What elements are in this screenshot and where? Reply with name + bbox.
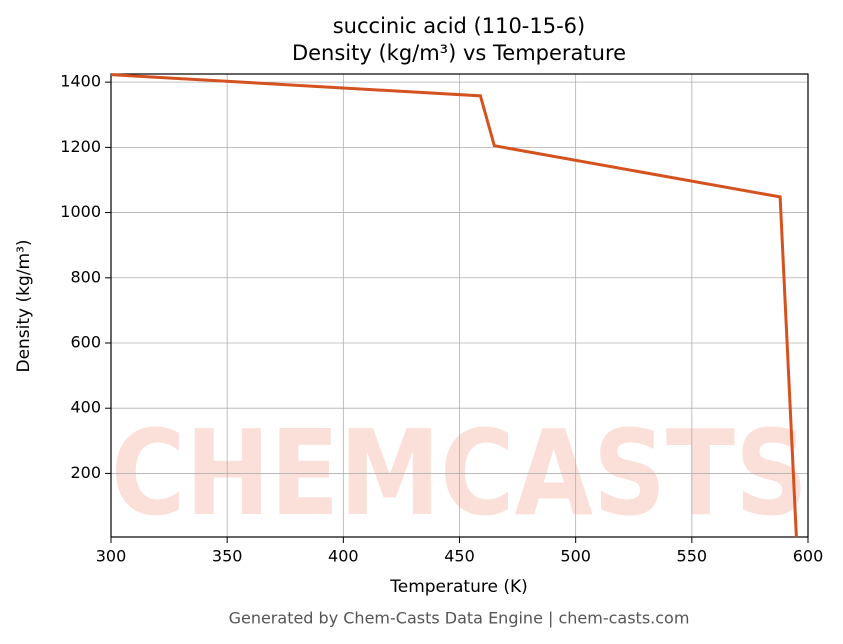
chart-title: succinic acid (110-15-6) bbox=[333, 14, 586, 38]
y-tick-label: 1000 bbox=[60, 202, 101, 221]
y-tick-label: 1400 bbox=[60, 72, 101, 91]
y-tick-label: 1200 bbox=[60, 137, 101, 156]
y-tick-label: 400 bbox=[70, 398, 101, 417]
x-tick-label: 550 bbox=[677, 547, 708, 566]
x-tick-label: 400 bbox=[328, 547, 359, 566]
x-tick-label: 600 bbox=[793, 547, 824, 566]
x-tick-label: 450 bbox=[444, 547, 475, 566]
chart-subtitle: Density (kg/m³) vs Temperature bbox=[292, 41, 626, 65]
footer: Generated by Chem-Casts Data Engine | ch… bbox=[229, 609, 690, 628]
x-tick-label: 350 bbox=[212, 547, 243, 566]
plot-frame bbox=[110, 73, 809, 538]
y-tick-label: 600 bbox=[70, 332, 101, 351]
y-tick-label: 200 bbox=[70, 463, 101, 482]
y-axis-label: Density (kg/m³) bbox=[14, 239, 34, 372]
data-line bbox=[110, 73, 798, 538]
y-tick-label: 800 bbox=[70, 267, 101, 286]
x-tick-label: 500 bbox=[560, 547, 591, 566]
x-tick-label: 300 bbox=[96, 547, 127, 566]
x-axis-label: Temperature (K) bbox=[389, 577, 528, 597]
